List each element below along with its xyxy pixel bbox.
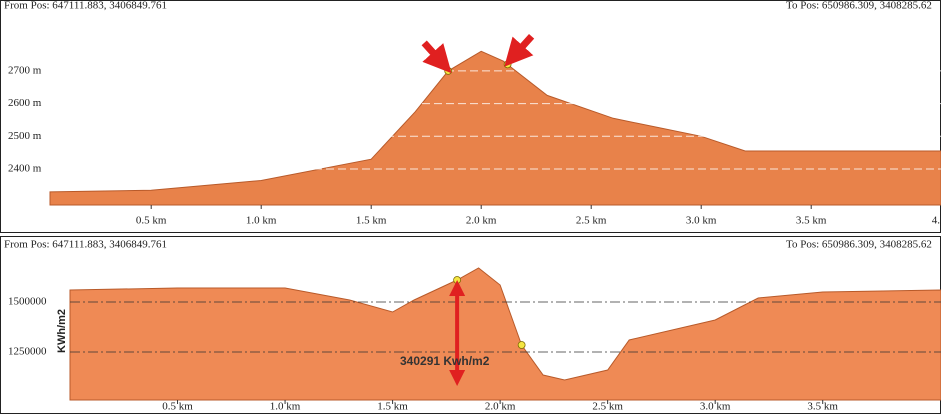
- y-tick-label: 1250000: [8, 346, 47, 358]
- x-tick-label: 3.0 km: [686, 215, 717, 227]
- from-position: From Pos: 647111.883, 3406849.761: [4, 239, 167, 251]
- x-tick-label: 2.5 km: [576, 215, 607, 227]
- red-arrow: [504, 33, 535, 67]
- x-tick-label: 1.0 km: [246, 215, 277, 227]
- area: [49, 50, 941, 206]
- red-arrow: [421, 40, 452, 74]
- marker-point: [503, 60, 512, 69]
- x-tick-label: 2.0 km: [466, 215, 497, 227]
- x-tick-label: 2.0 km: [485, 401, 516, 413]
- marker-point: [453, 276, 462, 284]
- annotation: 340291 Kwh/m2: [400, 354, 490, 368]
- y-tick-label: 2600 m: [8, 97, 42, 109]
- y-tick-label: 1500000: [8, 296, 47, 308]
- y-tick-label: 2400 m: [8, 163, 42, 175]
- x-tick-label: 0.5 km: [136, 215, 167, 227]
- x-tick-label: 1.0 km: [270, 401, 301, 413]
- marker-point: [517, 341, 526, 349]
- y-tick-label: 2500 m: [8, 130, 42, 142]
- y-tick-label: 2700 m: [8, 64, 42, 76]
- x-tick-label: 0.5 km: [162, 401, 193, 413]
- to-position: To Pos: 650986.309, 3408285.62: [786, 239, 932, 251]
- x-tick-label: 1.5 km: [377, 401, 408, 413]
- y-axis-title: KWh/m2: [56, 309, 68, 353]
- area: [69, 267, 941, 401]
- to-position: To Pos: 650986.309, 3408285.62: [786, 0, 932, 12]
- x-tick-label: 3.5 km: [807, 401, 838, 413]
- x-tick-label: 1.5 km: [356, 215, 387, 227]
- x-tick-label: 2.5 km: [592, 401, 623, 413]
- x-tick-label: 3.5 km: [796, 215, 827, 227]
- x-tick-label: 4.13 km: [932, 215, 941, 227]
- marker-point: [444, 66, 453, 75]
- from-position: From Pos: 647111.883, 3406849.761: [4, 0, 167, 12]
- x-tick-label: 3.0 km: [700, 401, 731, 413]
